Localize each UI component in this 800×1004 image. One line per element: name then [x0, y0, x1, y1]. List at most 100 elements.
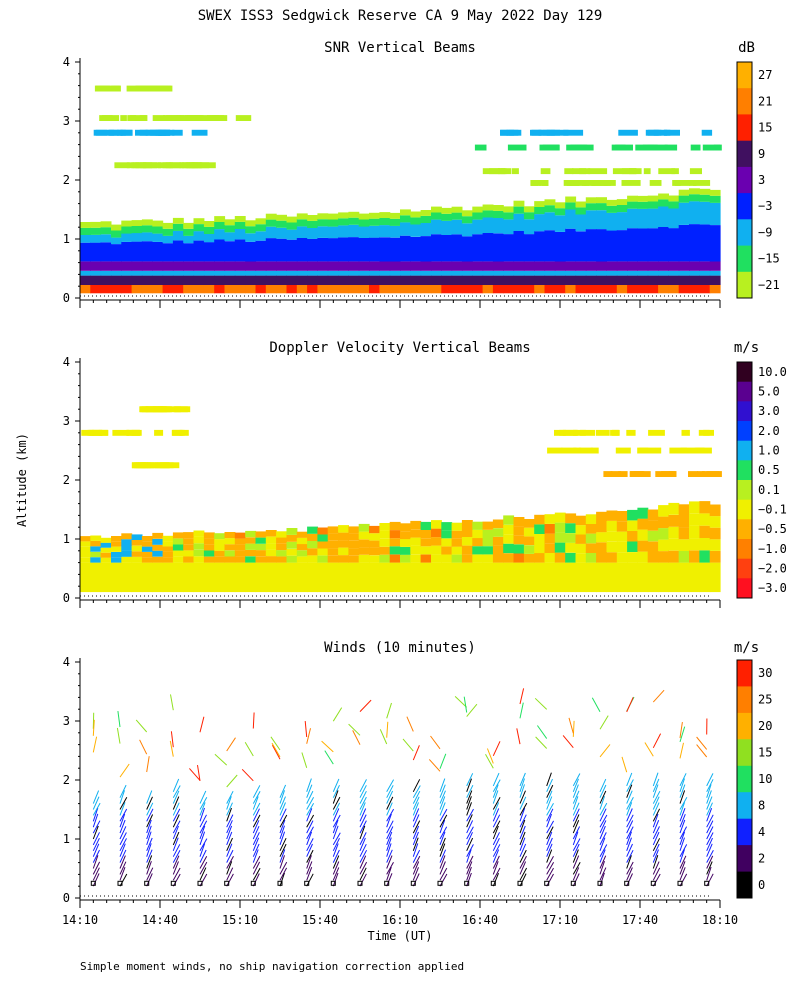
snr-cell	[503, 206, 514, 212]
doppler-cell	[668, 527, 679, 539]
doppler-cell	[617, 563, 628, 593]
doppler-cell	[524, 545, 535, 554]
doppler-cell	[152, 533, 163, 539]
snr-cell	[637, 196, 648, 202]
colorbar-label: −9	[758, 225, 772, 239]
snr-cell	[565, 285, 576, 293]
doppler-cell	[338, 555, 349, 563]
snr-cell	[111, 238, 122, 245]
snr-cell	[359, 220, 370, 227]
wind-barb	[547, 779, 553, 792]
snr-cell	[648, 196, 659, 202]
doppler-cell	[90, 541, 101, 546]
snr-cell	[514, 271, 525, 276]
snr-cell	[297, 285, 308, 293]
snr-cell	[452, 261, 463, 270]
snr-cell	[136, 162, 147, 168]
doppler-cell	[369, 555, 380, 562]
doppler-cell	[555, 523, 566, 533]
snr-cell	[152, 285, 163, 293]
doppler-cell	[576, 553, 587, 562]
wind-barb	[227, 874, 234, 886]
colorbar-swatch	[737, 272, 752, 299]
doppler-cell	[390, 522, 401, 530]
doppler-cell	[328, 534, 339, 541]
doppler-cell	[596, 563, 607, 593]
snr-cell	[586, 271, 597, 276]
doppler-cell	[710, 563, 721, 593]
snr-cell	[689, 224, 700, 261]
snr-cell	[627, 276, 638, 285]
x-tick-label: 16:40	[462, 913, 498, 927]
snr-cell	[514, 231, 525, 261]
snr-cell	[156, 86, 168, 92]
snr-cell	[607, 285, 618, 293]
snr-cell	[658, 276, 669, 285]
doppler-cell	[617, 542, 628, 552]
doppler-cell	[359, 539, 370, 547]
data-field	[80, 406, 722, 592]
doppler-cell	[369, 563, 380, 593]
doppler-cell	[545, 563, 556, 593]
snr-cell	[111, 276, 122, 285]
doppler-cell	[421, 555, 432, 563]
doppler-cell	[163, 552, 174, 557]
snr-cell	[276, 285, 287, 293]
snr-cell	[111, 231, 122, 238]
y-tick-label: 4	[63, 355, 70, 369]
doppler-cell	[472, 530, 483, 538]
snr-cell	[136, 86, 149, 92]
wind-barb	[387, 809, 394, 821]
snr-cell	[90, 261, 101, 270]
doppler-cell	[400, 531, 411, 539]
wind-barb	[440, 809, 447, 821]
wind-barb	[627, 844, 633, 857]
doppler-cell	[441, 530, 452, 538]
snr-cell	[617, 276, 628, 285]
snr-cell	[489, 168, 505, 174]
wind-barb	[403, 739, 413, 751]
snr-cell	[543, 130, 551, 136]
doppler-cell	[483, 538, 494, 546]
wind-barb	[407, 717, 413, 732]
snr-cell	[646, 130, 662, 136]
doppler-cell	[183, 563, 194, 593]
doppler-cell	[245, 531, 256, 537]
snr-cell	[576, 271, 587, 276]
snr-cell	[328, 285, 339, 293]
doppler-cell	[524, 554, 535, 563]
doppler-cell	[276, 538, 287, 544]
doppler-cell	[431, 537, 442, 546]
wind-barb	[464, 697, 467, 713]
doppler-cell	[183, 550, 194, 556]
snr-cell	[101, 271, 112, 276]
snr-cell	[135, 130, 148, 136]
doppler-cell	[410, 563, 421, 593]
snr-cell	[462, 271, 473, 276]
snr-cell	[266, 238, 277, 261]
snr-cell	[80, 235, 91, 243]
doppler-cell	[472, 546, 483, 554]
x-tick-label: 17:10	[542, 913, 578, 927]
doppler-cell	[648, 541, 659, 552]
doppler-cell	[596, 430, 610, 436]
snr-cell	[328, 220, 339, 227]
colorbar-label: 15	[758, 121, 772, 135]
doppler-cell	[689, 563, 700, 593]
snr-cell	[421, 285, 432, 293]
snr-cell	[648, 209, 659, 229]
doppler-cell	[710, 539, 721, 551]
snr-cell	[472, 207, 483, 213]
snr-cell	[421, 276, 432, 285]
doppler-cell	[266, 530, 277, 537]
snr-cell	[204, 221, 215, 227]
wind-barb	[120, 826, 126, 839]
snr-cell	[483, 217, 494, 233]
colorbar-label: 0.5	[758, 463, 780, 477]
snr-cell	[348, 225, 359, 237]
snr-cell	[80, 243, 91, 262]
doppler-cell	[174, 406, 181, 412]
y-tick-label: 2	[63, 773, 70, 787]
wind-barb	[573, 874, 579, 887]
